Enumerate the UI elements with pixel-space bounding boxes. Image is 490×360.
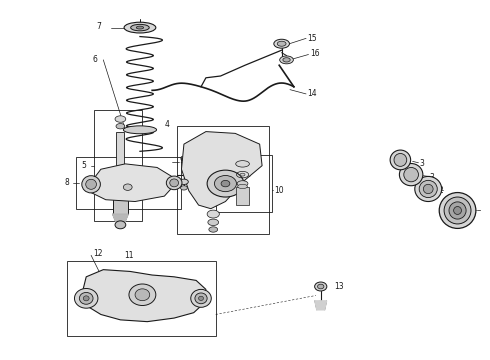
Ellipse shape [238,184,247,189]
Ellipse shape [129,284,156,306]
Polygon shape [113,214,128,221]
Bar [67,261,216,336]
Ellipse shape [439,193,476,228]
Ellipse shape [79,292,93,304]
Ellipse shape [136,26,144,29]
Ellipse shape [124,22,156,33]
Polygon shape [81,270,206,321]
Text: 7: 7 [96,22,101,31]
Ellipse shape [166,176,182,190]
Ellipse shape [449,202,466,219]
Text: 3: 3 [419,159,424,168]
Ellipse shape [315,282,327,291]
Ellipse shape [180,186,187,190]
Ellipse shape [399,163,423,186]
Text: 16: 16 [310,49,319,58]
Ellipse shape [116,123,125,129]
Text: 2: 2 [439,186,444,195]
Text: 15: 15 [308,34,317,43]
Ellipse shape [123,126,157,134]
Text: 11: 11 [124,251,134,260]
Bar [216,155,272,212]
Text: 8: 8 [64,178,69,187]
Ellipse shape [277,41,286,46]
Bar [113,171,128,214]
Text: 13: 13 [334,282,344,291]
Ellipse shape [394,153,407,166]
Ellipse shape [317,301,325,306]
Ellipse shape [404,167,418,182]
Ellipse shape [207,170,244,197]
Ellipse shape [83,296,89,301]
Ellipse shape [170,179,178,187]
Ellipse shape [115,116,126,122]
Text: 6: 6 [92,55,97,64]
Text: 10: 10 [274,186,284,195]
Ellipse shape [274,39,290,48]
Ellipse shape [209,227,218,232]
Text: 5: 5 [81,161,86,170]
Ellipse shape [444,197,471,224]
Ellipse shape [135,289,150,301]
Ellipse shape [419,180,437,198]
Ellipse shape [131,24,149,31]
Text: 9: 9 [179,157,184,166]
Ellipse shape [191,289,211,307]
Text: 14: 14 [308,89,317,98]
Text: 3: 3 [429,173,434,182]
Polygon shape [181,132,262,209]
Bar [176,126,270,234]
Ellipse shape [198,296,203,301]
Ellipse shape [208,219,219,226]
Ellipse shape [123,184,132,190]
Ellipse shape [215,176,237,192]
Text: 4: 4 [164,120,169,129]
Ellipse shape [423,184,433,194]
Text: 12: 12 [94,249,103,258]
Ellipse shape [280,56,294,64]
Bar [94,110,143,221]
Ellipse shape [115,221,126,229]
Ellipse shape [195,293,207,304]
Ellipse shape [86,179,97,189]
Bar [76,157,181,209]
Text: 1: 1 [471,206,476,215]
Ellipse shape [237,181,248,186]
Ellipse shape [207,210,220,218]
Ellipse shape [236,161,249,167]
Ellipse shape [74,288,98,308]
Ellipse shape [82,176,100,193]
Ellipse shape [283,58,290,62]
Polygon shape [89,164,174,202]
Bar [236,187,249,205]
Ellipse shape [454,207,462,215]
Polygon shape [315,301,327,310]
Ellipse shape [415,176,441,202]
Ellipse shape [221,180,230,187]
Bar [117,132,124,171]
Text: 17: 17 [189,187,198,196]
Ellipse shape [240,173,245,176]
Ellipse shape [390,150,411,170]
Ellipse shape [318,284,324,289]
Ellipse shape [179,179,188,184]
